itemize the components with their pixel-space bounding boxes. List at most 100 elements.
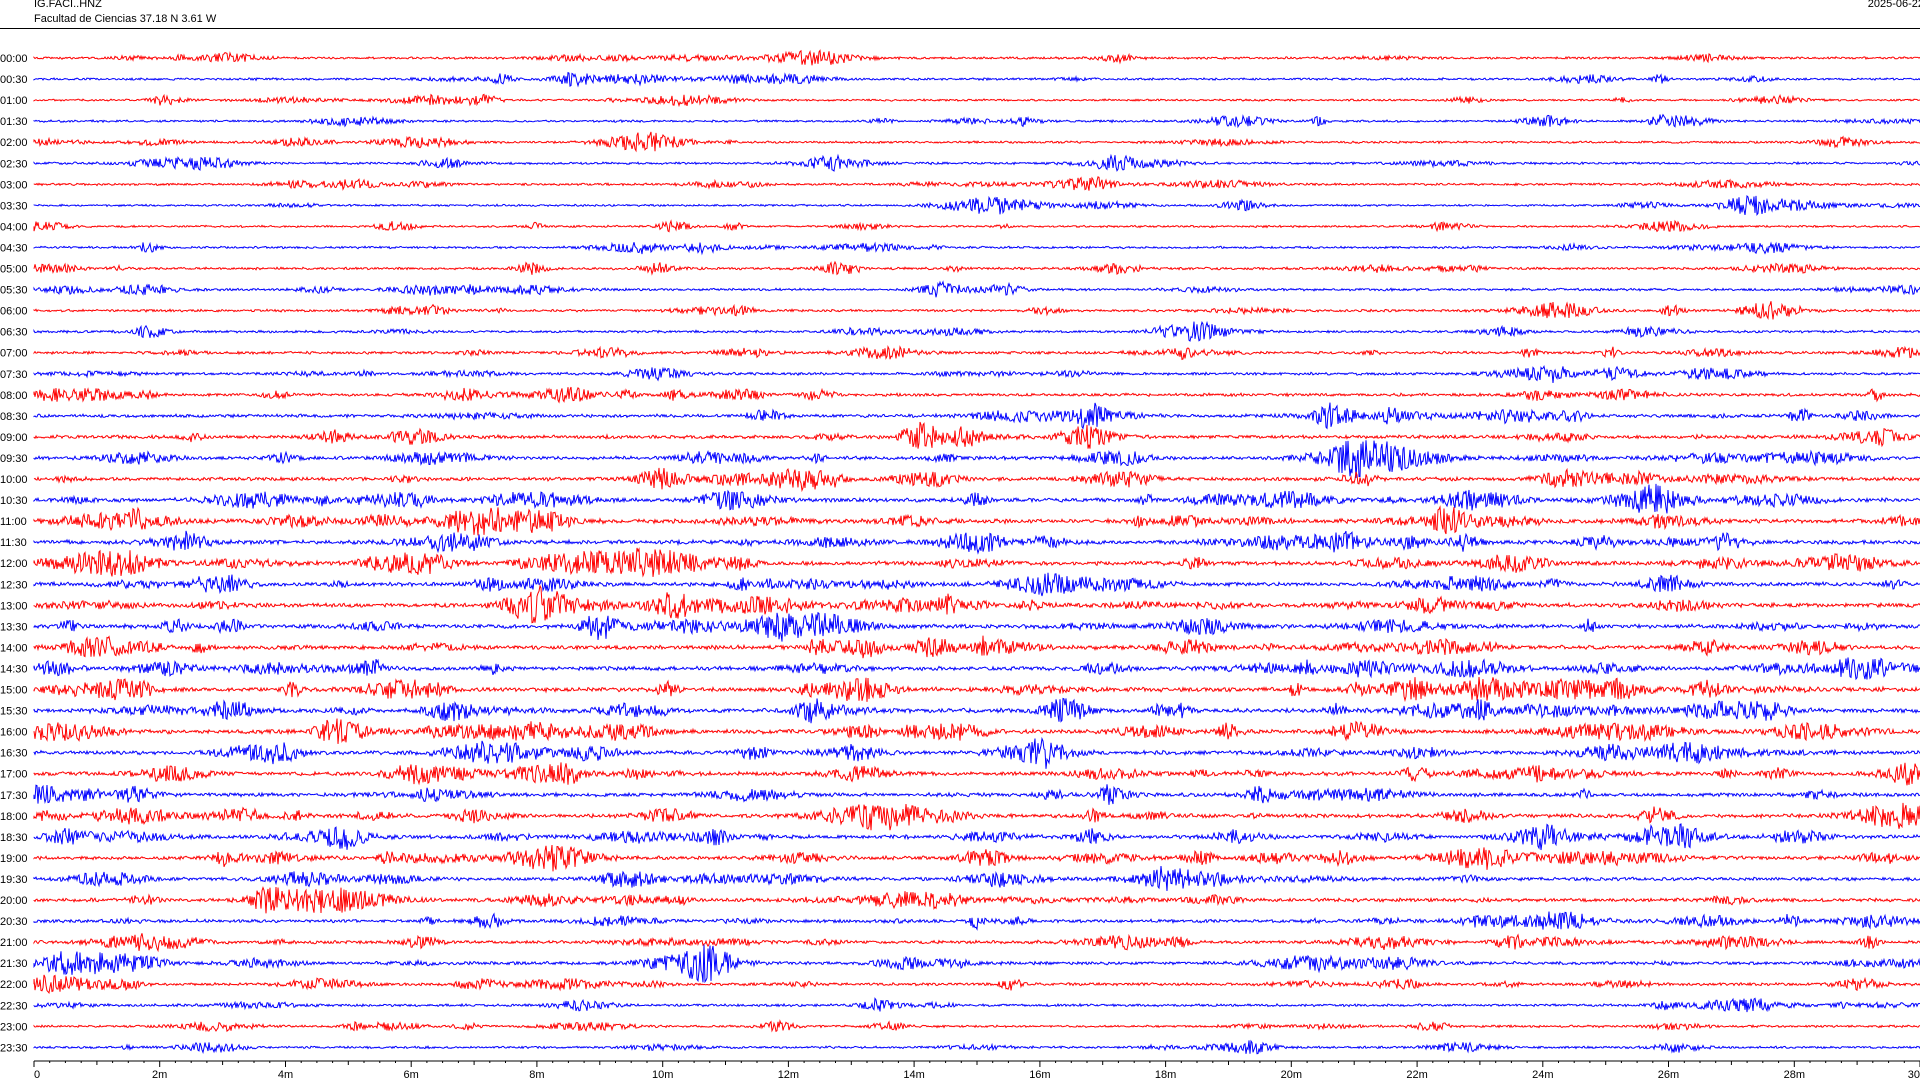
seismic-trace bbox=[33, 697, 1920, 724]
row-label: 11:00 bbox=[0, 516, 27, 528]
x-tick-label: 10m bbox=[652, 1069, 673, 1080]
seismic-trace bbox=[33, 974, 1920, 995]
row-labels: 00:00 00:30 01:00 01:30 02:00 02:30 03:00 03:30… bbox=[0, 53, 28, 1054]
row-label: 23:30 bbox=[0, 1042, 28, 1054]
seismic-trace bbox=[33, 386, 1920, 404]
row-label: 01:00 bbox=[0, 95, 28, 107]
seismic-trace bbox=[33, 802, 1920, 831]
station-info: Facultad de Ciencias 37.18 N 3.61 W bbox=[34, 13, 217, 25]
row-label: 19:30 bbox=[0, 874, 28, 886]
seismic-trace bbox=[33, 131, 1920, 153]
row-label: 18:00 bbox=[0, 811, 28, 823]
row-label: 14:30 bbox=[0, 663, 28, 675]
seismic-trace bbox=[33, 194, 1920, 216]
row-label: 08:00 bbox=[0, 390, 28, 402]
seismic-trace bbox=[33, 933, 1920, 953]
seismic-trace bbox=[33, 1019, 1920, 1033]
seismic-trace bbox=[33, 736, 1920, 769]
row-label: 02:00 bbox=[0, 137, 28, 149]
row-label: 03:00 bbox=[0, 179, 28, 191]
row-label: 23:00 bbox=[0, 1021, 28, 1033]
row-label: 22:00 bbox=[0, 979, 28, 991]
seismic-trace bbox=[33, 93, 1920, 108]
row-label: 20:00 bbox=[0, 895, 28, 907]
seismic-trace bbox=[33, 844, 1920, 872]
seismic-trace bbox=[33, 260, 1920, 276]
row-label: 13:00 bbox=[0, 600, 28, 612]
row-label: 16:00 bbox=[0, 727, 28, 739]
seismic-trace bbox=[33, 635, 1920, 659]
row-label: 06:00 bbox=[0, 306, 28, 318]
seismic-trace bbox=[33, 280, 1920, 298]
row-label: 17:30 bbox=[0, 790, 28, 802]
seismic-trace bbox=[33, 505, 1920, 536]
seismic-trace bbox=[33, 49, 1920, 66]
seismic-trace bbox=[33, 657, 1920, 681]
row-label: 12:30 bbox=[0, 579, 28, 591]
seismic-trace bbox=[33, 241, 1920, 256]
x-tick-label: 14m bbox=[903, 1069, 924, 1080]
row-label: 20:30 bbox=[0, 916, 28, 928]
x-tick-label: 2m bbox=[152, 1069, 167, 1080]
seismic-trace bbox=[33, 483, 1920, 514]
row-label: 05:30 bbox=[0, 285, 28, 297]
seismic-trace bbox=[33, 440, 1920, 479]
header-divider bbox=[0, 28, 1920, 29]
x-tick-label: 8m bbox=[529, 1069, 544, 1080]
seismic-trace bbox=[33, 71, 1920, 88]
row-label: 18:30 bbox=[0, 832, 28, 844]
seismic-trace bbox=[33, 866, 1920, 891]
seismic-trace bbox=[33, 467, 1920, 493]
x-tick-label: 22m bbox=[1406, 1069, 1427, 1080]
seismic-trace bbox=[33, 784, 1920, 805]
row-label: 19:00 bbox=[0, 853, 28, 865]
row-label: 15:30 bbox=[0, 706, 28, 718]
row-label: 06:30 bbox=[0, 327, 28, 339]
seismic-trace bbox=[33, 572, 1920, 597]
x-axis: 0 2m 4m 6m 8m 10m 12m 14m 16m 18m 20m 22m 24m 26m 28m 3… bbox=[33, 1060, 1920, 1080]
row-label: 12:00 bbox=[0, 558, 28, 570]
row-label: 08:30 bbox=[0, 411, 28, 423]
x-tick-label: 12m bbox=[778, 1069, 799, 1080]
recording-date: 2025-06-22 bbox=[1867, 0, 1920, 10]
seismic-trace bbox=[33, 547, 1920, 578]
row-label: 01:30 bbox=[0, 116, 28, 128]
seismic-trace bbox=[33, 402, 1920, 430]
seismic-trace bbox=[33, 676, 1920, 703]
x-tick-label: 16m bbox=[1029, 1069, 1050, 1080]
seismic-trace bbox=[33, 344, 1920, 361]
x-tick-label: 28m bbox=[1784, 1069, 1805, 1080]
seismic-trace bbox=[33, 320, 1920, 342]
row-label: 17:00 bbox=[0, 769, 28, 781]
x-tick-label: 6m bbox=[404, 1069, 419, 1080]
seismic-trace bbox=[33, 944, 1920, 984]
seismic-trace bbox=[33, 911, 1920, 931]
seismic-trace bbox=[33, 611, 1920, 642]
row-label: 07:30 bbox=[0, 369, 28, 381]
row-label: 22:30 bbox=[0, 1000, 28, 1012]
row-label: 05:00 bbox=[0, 264, 28, 276]
x-tick-label: 4m bbox=[278, 1069, 293, 1080]
row-label: 10:00 bbox=[0, 474, 28, 486]
x-tick-label: 18m bbox=[1155, 1069, 1176, 1080]
row-label: 10:30 bbox=[0, 495, 28, 507]
seismic-trace bbox=[33, 113, 1920, 129]
seismic-trace bbox=[33, 301, 1920, 320]
row-label: 16:30 bbox=[0, 748, 28, 760]
row-label: 15:00 bbox=[0, 685, 28, 697]
seismic-trace bbox=[33, 421, 1920, 449]
x-tick-label: 24m bbox=[1532, 1069, 1553, 1080]
seismic-trace bbox=[33, 762, 1920, 786]
seismic-trace bbox=[33, 365, 1920, 384]
row-label: 13:30 bbox=[0, 621, 28, 633]
seismic-trace bbox=[33, 176, 1920, 191]
row-label: 02:30 bbox=[0, 158, 28, 170]
row-label: 00:00 bbox=[0, 53, 28, 65]
seismic-trace bbox=[33, 823, 1920, 851]
row-label: 03:30 bbox=[0, 200, 28, 212]
seismic-trace bbox=[33, 718, 1920, 744]
x-tick-label: 30 bbox=[1908, 1069, 1920, 1080]
row-label: 09:30 bbox=[0, 453, 28, 465]
row-label: 09:00 bbox=[0, 432, 28, 444]
